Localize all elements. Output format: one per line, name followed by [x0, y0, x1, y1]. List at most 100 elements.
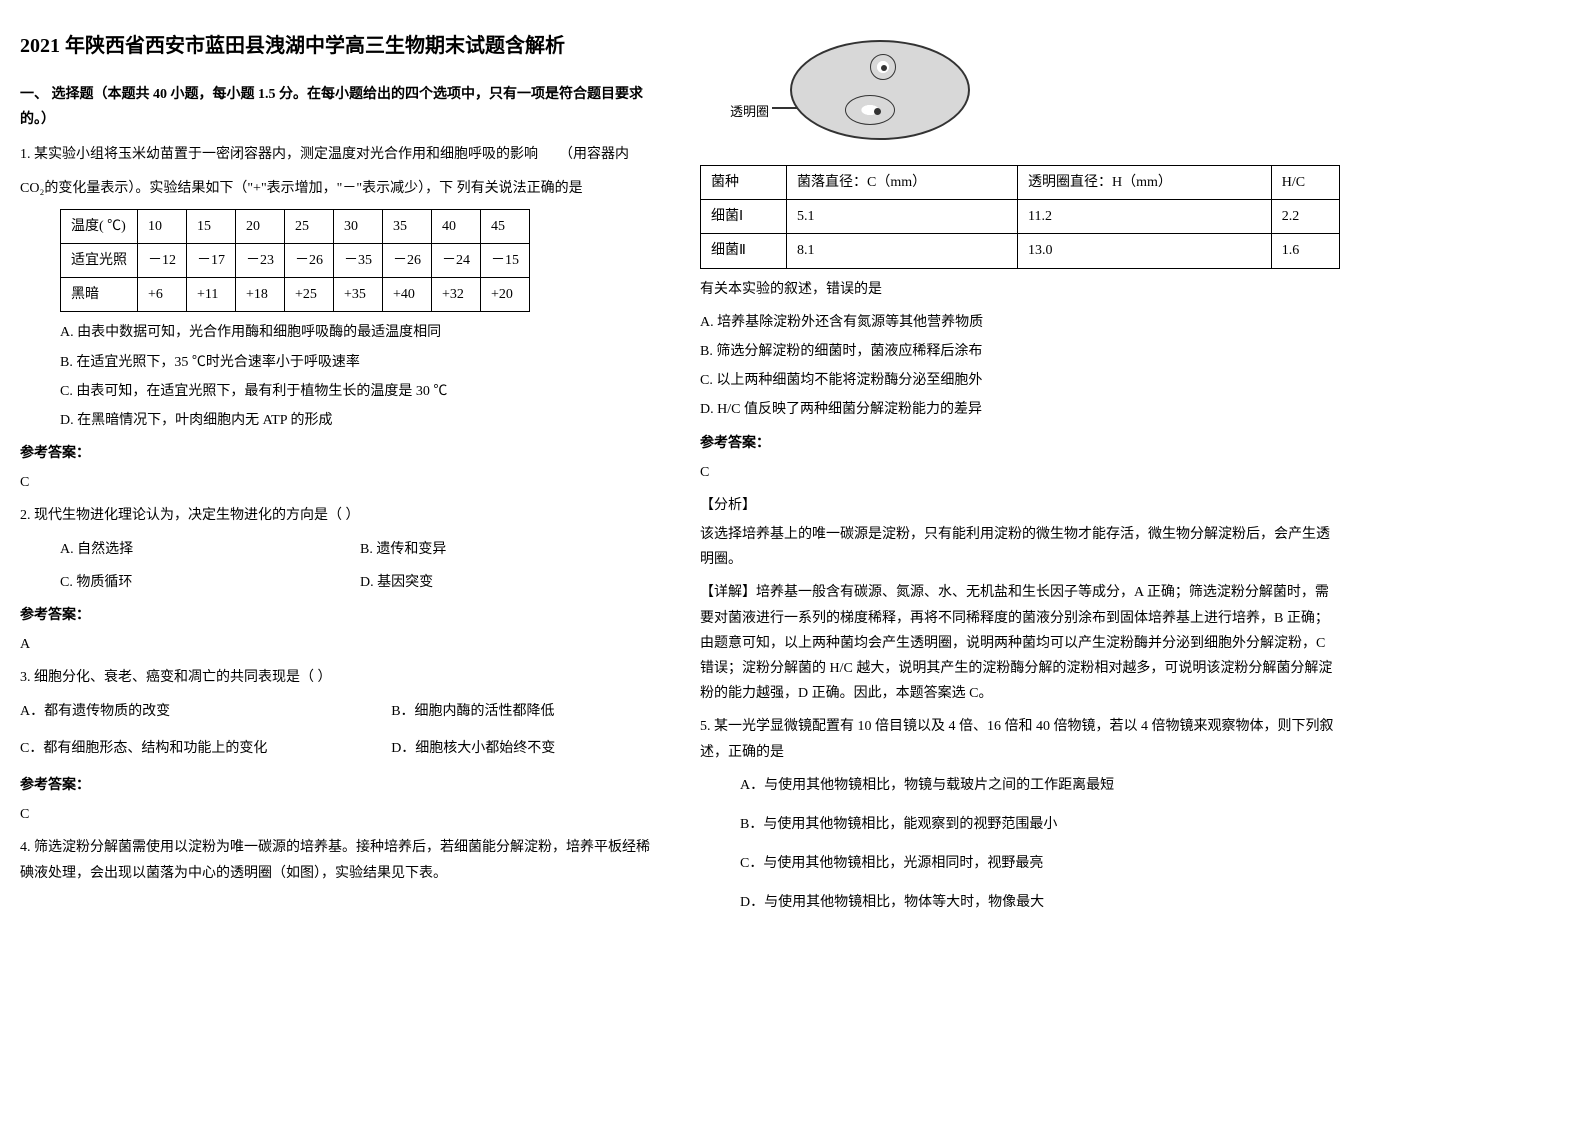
table-cell: 细菌Ⅰ	[701, 200, 787, 234]
table-header: 透明圈直径：H（mm）	[1018, 166, 1272, 200]
question-4: 4. 筛选淀粉分解菌需使用以淀粉为唯一碳源的培养基。接种培养后，若细菌能分解淀粉…	[20, 835, 660, 885]
q5-options: A．与使用其他物镜相比，物镜与载玻片之间的工作距离最短 B．与使用其他物镜相比，…	[740, 773, 1340, 916]
table-header: 35	[383, 209, 432, 243]
q4-answer: C	[700, 460, 1340, 485]
q2-answer: A	[20, 632, 660, 657]
q2-options-row2: C. 物质循环 D. 基因突变	[60, 570, 660, 595]
table-cell: +35	[334, 278, 383, 312]
table-header: 40	[432, 209, 481, 243]
option-b: B．细胞内酶的活性都降低	[391, 699, 660, 724]
option-c: C．与使用其他物镜相比，光源相同时，视野最亮	[740, 851, 1340, 876]
q1-options: A. 由表中数据可知，光合作用酶和细胞呼吸酶的最适温度相同 B. 在适宜光照下，…	[60, 320, 660, 433]
table-cell: －26	[383, 243, 432, 277]
table-cell: 细菌Ⅱ	[701, 234, 787, 268]
table-header: 15	[187, 209, 236, 243]
table-header: H/C	[1271, 166, 1339, 200]
detail-label: 【详解】	[700, 585, 756, 600]
table-header: 45	[481, 209, 530, 243]
q5-text: 5. 某一光学显微镜配置有 10 倍目镜以及 4 倍、16 倍和 40 倍物镜，…	[700, 714, 1340, 764]
q4-question-line: 有关本实验的叙述，错误的是	[700, 277, 1340, 302]
q1-answer: C	[20, 470, 660, 495]
table-row: 适宜光照 －12 －17 －23 －26 －35 －26 －24 －15	[61, 243, 530, 277]
q4-text: 4. 筛选淀粉分解菌需使用以淀粉为唯一碳源的培养基。接种培养后，若细菌能分解淀粉…	[20, 835, 660, 885]
option-a: A. 由表中数据可知，光合作用酶和细胞呼吸酶的最适温度相同	[60, 320, 660, 345]
table-cell: 11.2	[1018, 200, 1272, 234]
table-cell: +6	[138, 278, 187, 312]
analysis-label: 【分析】	[700, 493, 1340, 518]
table-cell: +20	[481, 278, 530, 312]
option-d: D. 基因突变	[360, 570, 660, 595]
q4-detail-text: 培养基一般含有碳源、氮源、水、无机盐和生长因子等成分，A 正确；筛选淀粉分解菌时…	[700, 585, 1332, 701]
q1-text-2: CO₂的变化量表示）。实验结果如下（"+"表示增加，"－"表示减少），下 列有关…	[20, 176, 660, 201]
table-cell: 8.1	[787, 234, 1018, 268]
answer-label: 参考答案：	[20, 773, 660, 798]
table-header: 温度( ℃)	[61, 209, 138, 243]
option-a: A．都有遗传物质的改变	[20, 699, 391, 724]
q2-options-row1: A. 自然选择 B. 遗传和变异	[60, 537, 660, 562]
option-d: D. 在黑暗情况下，叶肉细胞内无 ATP 的形成	[60, 408, 660, 433]
section-header: 一、 选择题（本题共 40 小题，每小题 1.5 分。在每小题给出的四个选项中，…	[20, 82, 660, 132]
table-header: 菌落直径：C（mm）	[787, 166, 1018, 200]
table-row: 黑暗 +6 +11 +18 +25 +35 +40 +32 +20	[61, 278, 530, 312]
option-b: B．与使用其他物镜相比，能观察到的视野范围最小	[740, 812, 1340, 837]
document-title: 2021 年陕西省西安市蓝田县洩湖中学高三生物期末试题含解析	[20, 30, 660, 62]
q3-text: 3. 细胞分化、衰老、癌变和凋亡的共同表现是（ ）	[20, 665, 660, 690]
table-header: 25	[285, 209, 334, 243]
option-c: C. 物质循环	[60, 570, 360, 595]
table-cell: 13.0	[1018, 234, 1272, 268]
q3-options-row2: C．都有细胞形态、结构和功能上的变化 D．细胞核大小都始终不变	[20, 736, 660, 765]
question-3: 3. 细胞分化、衰老、癌变和凋亡的共同表现是（ ） A．都有遗传物质的改变 B．…	[20, 665, 660, 765]
q3-answer: C	[20, 802, 660, 827]
table-cell: +32	[432, 278, 481, 312]
option-d: D．与使用其他物镜相比，物体等大时，物像最大	[740, 890, 1340, 915]
option-b: B. 在适宜光照下，35 ℃时光合速率小于呼吸速率	[60, 350, 660, 375]
table-cell: 黑暗	[61, 278, 138, 312]
answer-label: 参考答案：	[700, 431, 1340, 456]
q4-analysis: 该选择培养基上的唯一碳源是淀粉，只有能利用淀粉的微生物才能存活，微生物分解淀粉后…	[700, 522, 1340, 572]
question-5: 5. 某一光学显微镜配置有 10 倍目镜以及 4 倍、16 倍和 40 倍物镜，…	[700, 714, 1340, 915]
option-b: B. 遗传和变异	[360, 537, 660, 562]
table-cell: －17	[187, 243, 236, 277]
q1-text-1: 1. 某实验小组将玉米幼苗置于一密闭容器内，测定温度对光合作用和细胞呼吸的影响 …	[20, 142, 660, 167]
question-1: 1. 某实验小组将玉米幼苗置于一密闭容器内，测定温度对光合作用和细胞呼吸的影响 …	[20, 142, 660, 433]
q4-table: 菌种 菌落直径：C（mm） 透明圈直径：H（mm） H/C 细菌Ⅰ 5.1 11…	[700, 165, 1340, 269]
table-header: 30	[334, 209, 383, 243]
diagram-label: 透明圈	[730, 100, 769, 123]
answer-label: 参考答案：	[20, 603, 660, 628]
option-a: A. 培养基除淀粉外还含有氮源等其他营养物质	[700, 310, 1340, 335]
table-cell: －15	[481, 243, 530, 277]
table-cell: 5.1	[787, 200, 1018, 234]
q2-text: 2. 现代生物进化理论认为，决定生物进化的方向是（ ）	[20, 503, 660, 528]
answer-label: 参考答案：	[20, 441, 660, 466]
right-column: 透明圈 菌种 菌落直径：C（mm） 透明圈直径：H（mm） H/C 细菌Ⅰ 5.…	[700, 30, 1340, 924]
table-row: 细菌Ⅰ 5.1 11.2 2.2	[701, 200, 1340, 234]
table-cell: +25	[285, 278, 334, 312]
table-header: 菌种	[701, 166, 787, 200]
q3-options-row1: A．都有遗传物质的改变 B．细胞内酶的活性都降低	[20, 699, 660, 728]
option-a: A. 自然选择	[60, 537, 360, 562]
table-row: 菌种 菌落直径：C（mm） 透明圈直径：H（mm） H/C	[701, 166, 1340, 200]
table-cell: +40	[383, 278, 432, 312]
q1-table: 温度( ℃) 10 15 20 25 30 35 40 45 适宜光照 －12 …	[60, 209, 530, 313]
table-cell: 2.2	[1271, 200, 1339, 234]
colony-icon	[870, 54, 896, 80]
table-cell: －23	[236, 243, 285, 277]
petri-dish-diagram: 透明圈	[730, 40, 990, 150]
option-a: A．与使用其他物镜相比，物镜与载玻片之间的工作距离最短	[740, 773, 1340, 798]
option-c: C．都有细胞形态、结构和功能上的变化	[20, 736, 391, 761]
table-header: 20	[236, 209, 285, 243]
table-cell: －35	[334, 243, 383, 277]
option-d: D．细胞核大小都始终不变	[391, 736, 660, 761]
question-2: 2. 现代生物进化理论认为，决定生物进化的方向是（ ） A. 自然选择 B. 遗…	[20, 503, 660, 595]
table-row: 细菌Ⅱ 8.1 13.0 1.6	[701, 234, 1340, 268]
table-header: 10	[138, 209, 187, 243]
table-cell: 1.6	[1271, 234, 1339, 268]
table-cell: －26	[285, 243, 334, 277]
table-row: 温度( ℃) 10 15 20 25 30 35 40 45	[61, 209, 530, 243]
table-cell: +11	[187, 278, 236, 312]
left-column: 2021 年陕西省西安市蓝田县洩湖中学高三生物期末试题含解析 一、 选择题（本题…	[20, 30, 660, 924]
option-b: B. 筛选分解淀粉的细菌时，菌液应稀释后涂布	[700, 339, 1340, 364]
option-c: C. 由表可知，在适宜光照下，最有利于植物生长的温度是 30 ℃	[60, 379, 660, 404]
colony-icon	[845, 95, 895, 125]
q4-detail: 【详解】培养基一般含有碳源、氮源、水、无机盐和生长因子等成分，A 正确；筛选淀粉…	[700, 580, 1340, 706]
